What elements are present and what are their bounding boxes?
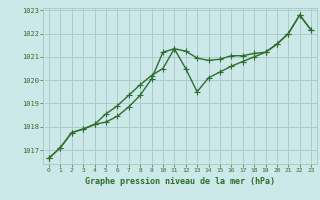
X-axis label: Graphe pression niveau de la mer (hPa): Graphe pression niveau de la mer (hPa)	[85, 177, 275, 186]
